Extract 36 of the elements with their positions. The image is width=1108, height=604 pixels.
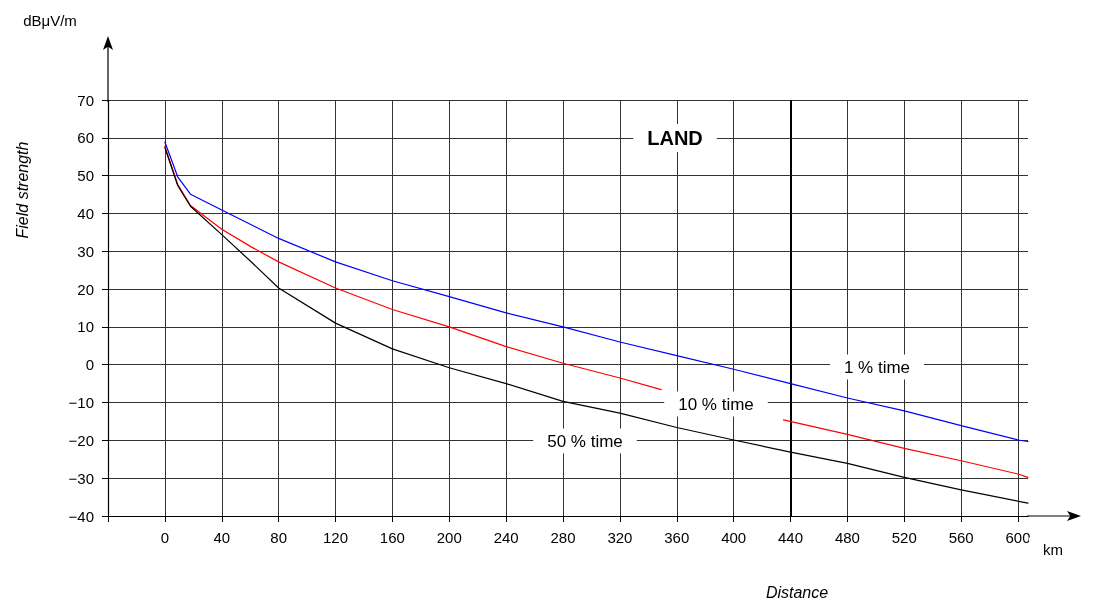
x-tick-label: 400 [721,529,747,546]
x-tick-label: 480 [834,529,860,546]
x-tick-label: 360 [664,529,690,546]
text: dBμV/m [23,11,77,29]
x-tick-label: 280 [550,529,576,546]
annotation: 1 % time [843,357,911,377]
y-tick-label: 50 [77,167,94,185]
y-tick-label: 10 [77,318,94,336]
x-tick-label: 600 [1005,529,1031,546]
y-tick-label: −30 [68,469,94,487]
x-tick-label: 200 [436,529,462,546]
y-tick-label: 40 [77,204,94,222]
annotation: 10 % time [678,394,754,414]
y-tick-label: 30 [77,242,94,260]
y-tick-label: 20 [77,280,94,298]
x-tick-label: 320 [607,529,633,546]
x-tick-label: 440 [778,529,804,546]
x-tick-label: 520 [891,529,917,546]
x-tick-label: 0 [160,529,170,546]
y-tick-label: −10 [68,394,94,412]
x-tick-label: 120 [323,529,349,546]
x-tick-label: 80 [270,529,287,546]
y-tick-label: 70 [77,91,94,109]
x-tick-label: 40 [213,529,231,546]
x-tick-label: 560 [948,529,974,546]
x-axis-title: Distance [765,583,829,601]
annotation: 50 % time [547,431,623,451]
x-tick-label: 240 [493,529,519,546]
annotation: LAND [647,127,703,149]
y-tick-label: −40 [68,507,94,525]
x-tick-label: 160 [379,529,405,546]
y-axis-title: Field strength [13,141,31,239]
y-tick-label: 0 [85,356,94,374]
y-tick-label: 60 [77,129,94,147]
y-tick-label: −20 [68,431,94,449]
text: km [1043,540,1063,558]
